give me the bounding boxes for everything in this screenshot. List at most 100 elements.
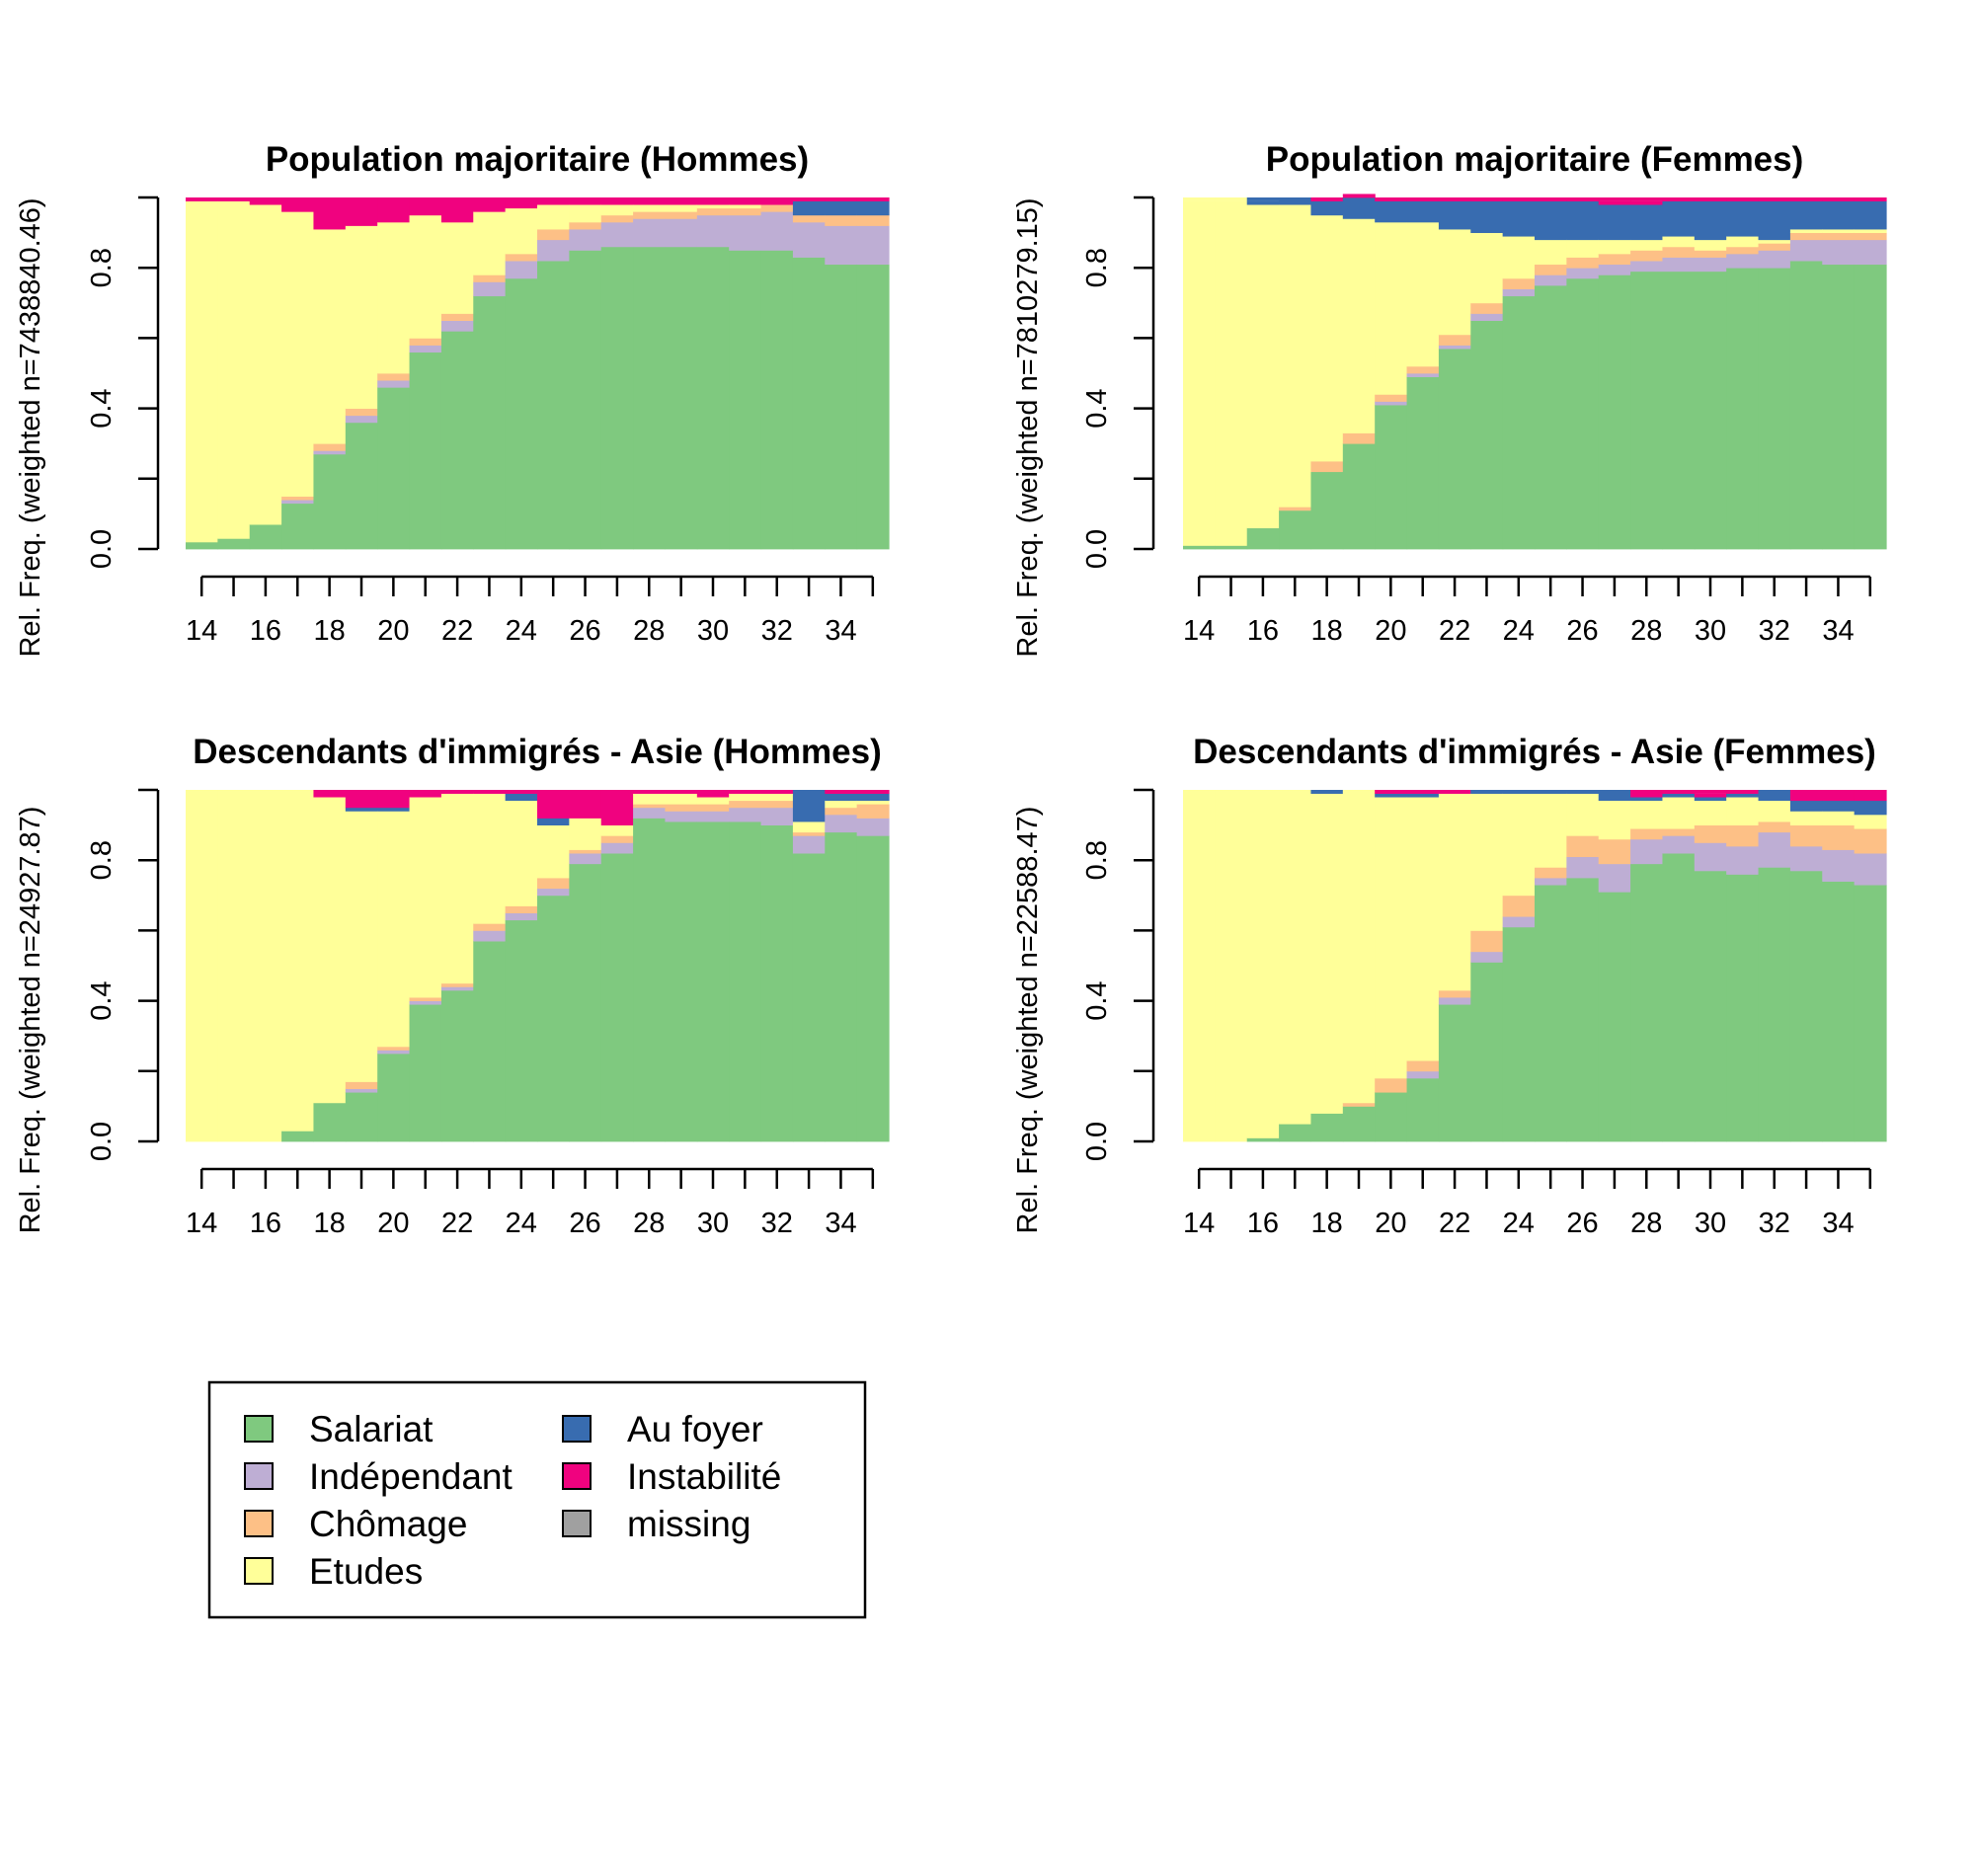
y-tick-label: 0.4 bbox=[1081, 388, 1113, 428]
bar-segment bbox=[377, 790, 411, 809]
bar-segment bbox=[1630, 863, 1664, 1142]
bar-segment bbox=[1535, 790, 1567, 794]
bar-segment bbox=[1726, 790, 1760, 794]
bar-segment bbox=[1375, 793, 1408, 798]
bar-segment bbox=[1822, 800, 1856, 812]
bar-segment bbox=[377, 197, 411, 223]
bar-segment bbox=[729, 800, 762, 809]
bar-segment bbox=[633, 807, 667, 819]
bar-segment bbox=[825, 807, 858, 816]
legend-swatch bbox=[562, 1415, 592, 1443]
bar-segment bbox=[186, 200, 218, 543]
bar-segment bbox=[1502, 200, 1536, 237]
bar-segment bbox=[856, 197, 890, 201]
x-tick-label: 16 bbox=[250, 1208, 281, 1239]
bar-segment bbox=[1694, 797, 1727, 802]
bar-segment bbox=[1342, 1106, 1376, 1142]
bar-segment bbox=[1279, 1124, 1312, 1142]
bar-segment bbox=[1598, 838, 1631, 865]
bar-segment bbox=[633, 793, 667, 805]
x-tick-label: 34 bbox=[1822, 1208, 1854, 1239]
bar-segment bbox=[1630, 271, 1664, 550]
bar-segment bbox=[1662, 835, 1696, 854]
y-tick-label: 0.4 bbox=[86, 980, 118, 1020]
bar-segment bbox=[1183, 200, 1216, 546]
bar-segment bbox=[1246, 527, 1280, 550]
bar-segment bbox=[825, 225, 858, 266]
bar-segment bbox=[600, 246, 634, 550]
bar-segment bbox=[1726, 246, 1760, 255]
x-tick-label: 34 bbox=[825, 615, 856, 647]
bar-segment bbox=[377, 387, 411, 550]
bar-segment bbox=[1279, 507, 1312, 511]
legend-label: Etudes bbox=[309, 1551, 423, 1592]
bar-segment bbox=[600, 197, 634, 205]
bar-segment bbox=[1758, 243, 1791, 251]
legend-box bbox=[207, 1380, 867, 1619]
bar-segment bbox=[1406, 1077, 1440, 1142]
bar-segment bbox=[409, 352, 442, 550]
bar-segment bbox=[729, 204, 762, 209]
bar-segment bbox=[505, 800, 538, 906]
bar-segment bbox=[1726, 874, 1760, 1142]
bar-segment bbox=[569, 863, 602, 1142]
x-tick-label: 14 bbox=[1183, 615, 1215, 647]
bar-segment bbox=[1279, 197, 1312, 205]
bar-segment bbox=[440, 982, 474, 987]
bar-segment bbox=[537, 790, 570, 819]
bar-segment bbox=[1630, 261, 1664, 273]
bar-segment bbox=[1406, 793, 1440, 798]
y-tick-label: 0.8 bbox=[1081, 248, 1113, 287]
x-tick-label: 24 bbox=[1503, 615, 1535, 647]
bar-segment bbox=[696, 204, 730, 209]
bar-segment bbox=[440, 790, 474, 794]
bar-segment bbox=[1598, 264, 1631, 275]
bar-segment bbox=[1375, 1077, 1408, 1093]
bar-segment bbox=[1694, 271, 1727, 550]
bar-segment bbox=[569, 197, 602, 205]
bar-segment bbox=[1662, 197, 1696, 201]
bar-segment bbox=[1662, 257, 1696, 273]
bar-segment bbox=[217, 790, 251, 1142]
x-tick-label: 22 bbox=[441, 1208, 473, 1239]
bar-segment bbox=[313, 197, 347, 230]
bar-segment bbox=[760, 800, 794, 809]
bar-segment bbox=[1438, 197, 1471, 201]
bar-segment bbox=[696, 790, 730, 798]
bar-segment bbox=[440, 221, 474, 314]
bar-segment bbox=[217, 538, 251, 550]
bar-segment bbox=[473, 793, 507, 924]
y-tick-label: 0.4 bbox=[1081, 980, 1113, 1020]
bar-segment bbox=[792, 835, 826, 854]
bar-segment bbox=[696, 197, 730, 205]
bar-segment bbox=[537, 239, 570, 262]
chart-panel-3: Descendants d'immigrés - Asie (Hommes) 0.… bbox=[15, 733, 890, 1239]
bar-segment bbox=[1566, 835, 1600, 858]
y-tick-label: 0.0 bbox=[1081, 1122, 1113, 1161]
bar-segment bbox=[633, 818, 667, 1142]
bar-segment bbox=[1822, 239, 1856, 266]
bar-segment bbox=[217, 197, 251, 201]
x-tick-label: 22 bbox=[441, 615, 473, 647]
x-tick-label: 28 bbox=[633, 1208, 665, 1239]
bar-segment bbox=[313, 453, 347, 550]
bar-segment bbox=[1566, 239, 1600, 258]
x-tick-label: 18 bbox=[1311, 1208, 1343, 1239]
bar-segment bbox=[760, 197, 794, 205]
bar-segment bbox=[1535, 200, 1567, 241]
bar-segment bbox=[729, 207, 762, 216]
bar-segment bbox=[186, 197, 218, 201]
bar-segment bbox=[313, 443, 347, 451]
x-tick-label: 28 bbox=[1630, 615, 1662, 647]
bar-segment bbox=[409, 790, 442, 798]
bar-segment bbox=[1598, 863, 1631, 893]
x-tick-label: 16 bbox=[1247, 615, 1279, 647]
bar-segment bbox=[1215, 200, 1248, 546]
x-tick-label: 22 bbox=[1439, 1208, 1470, 1239]
bar-segment bbox=[569, 849, 602, 854]
x-tick-label: 14 bbox=[186, 1208, 217, 1239]
bar-segment bbox=[1246, 790, 1280, 1138]
bar-segment bbox=[1406, 1060, 1440, 1072]
chart-title: Descendants d'immigrés - Asie (Hommes) bbox=[193, 733, 882, 771]
bar-segment bbox=[760, 204, 794, 212]
